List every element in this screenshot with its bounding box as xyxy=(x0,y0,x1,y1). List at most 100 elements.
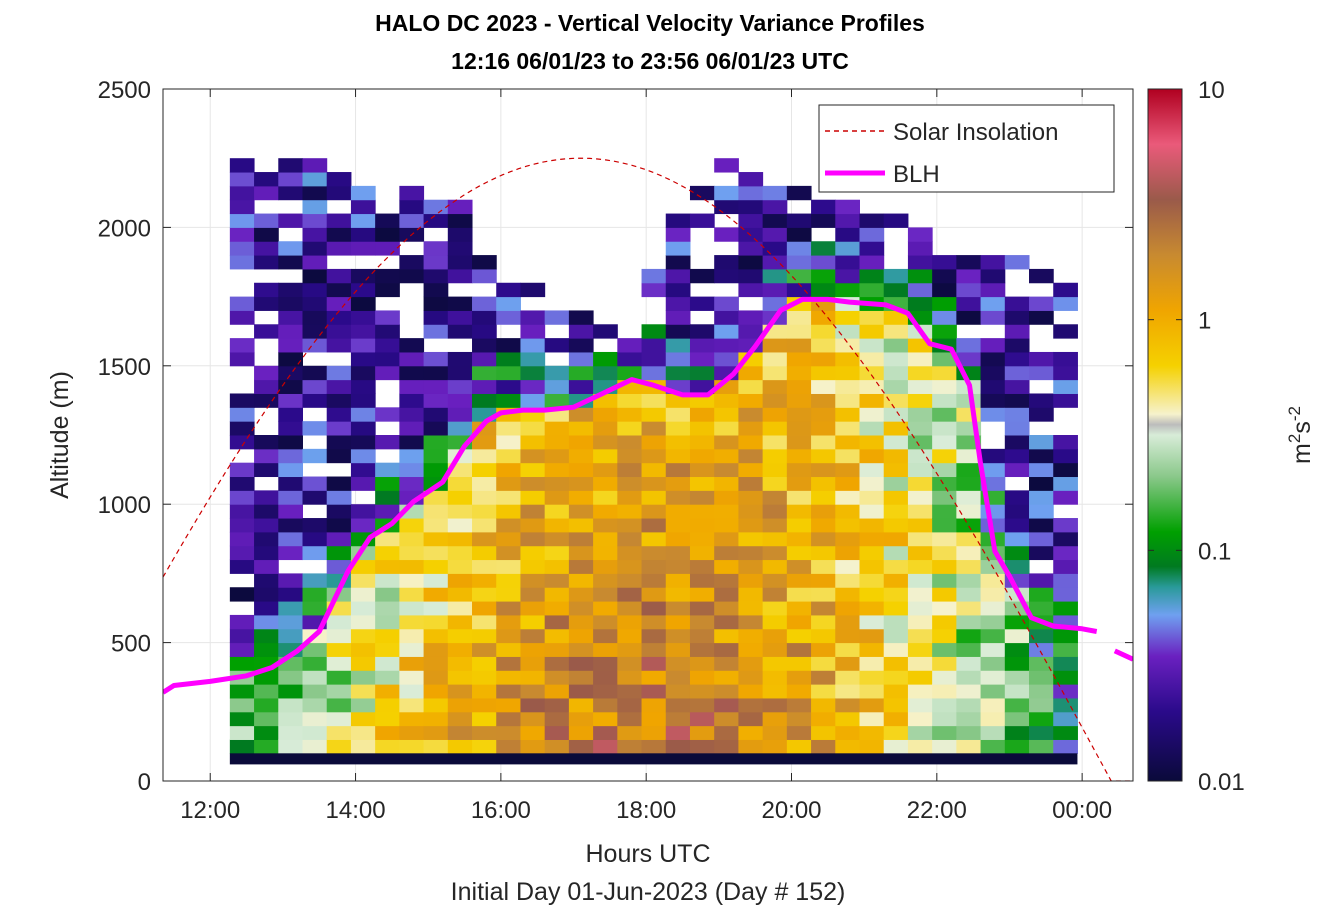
heatmap-cell xyxy=(472,628,497,644)
heatmap-cell xyxy=(617,642,643,657)
heatmap-cell xyxy=(641,697,667,713)
heatmap-cell xyxy=(835,697,860,713)
heatmap-cell xyxy=(714,711,739,727)
heatmap-cell xyxy=(472,365,497,381)
heatmap-cell xyxy=(544,628,570,644)
heatmap-cell xyxy=(472,573,497,588)
heatmap-cell xyxy=(859,379,885,394)
heatmap-cell xyxy=(278,545,303,561)
heatmap-cell xyxy=(472,504,497,519)
colorbar-frame xyxy=(1147,88,1183,782)
heatmap-cell xyxy=(665,531,691,547)
heatmap-cell xyxy=(496,711,521,727)
heatmap-cell xyxy=(738,697,764,713)
heatmap-cell xyxy=(544,739,570,754)
heatmap-cell xyxy=(859,614,885,630)
heatmap-cell xyxy=(1053,351,1078,367)
heatmap-cell xyxy=(326,241,352,256)
heatmap-cell xyxy=(617,421,643,436)
heatmap-cell xyxy=(811,670,836,685)
heatmap-cell xyxy=(714,199,739,215)
heatmap-cell xyxy=(811,476,836,491)
heatmap-cell xyxy=(738,213,764,228)
heatmap-cell xyxy=(375,268,400,284)
heatmap-cell xyxy=(641,711,667,727)
x-tick-label: 16:00 xyxy=(471,797,531,824)
heatmap-cell xyxy=(326,518,352,533)
heatmap-cell xyxy=(593,684,618,699)
heatmap-cell xyxy=(593,656,618,671)
y-tick-label: 1000 xyxy=(98,492,151,519)
heatmap-cell xyxy=(326,379,352,394)
heatmap-cell xyxy=(350,462,376,478)
heatmap-cell xyxy=(932,476,957,491)
heatmap-cell xyxy=(375,614,400,630)
heatmap-cell xyxy=(399,268,425,284)
heatmap-cell xyxy=(593,711,618,727)
heatmap-cell xyxy=(786,351,812,367)
heatmap-cell xyxy=(883,601,909,616)
heatmap-cell xyxy=(399,711,425,727)
heatmap-cell xyxy=(302,213,328,228)
heatmap-cell xyxy=(593,448,618,464)
heatmap-cell xyxy=(302,185,328,201)
heatmap-cell xyxy=(641,421,667,436)
heatmap-cell xyxy=(593,697,618,713)
heatmap-cell xyxy=(932,531,957,547)
heatmap-cell xyxy=(738,670,764,685)
heatmap-cell xyxy=(859,421,885,436)
heatmap-cell xyxy=(883,739,909,754)
heatmap-cell xyxy=(229,241,255,256)
heatmap-cell xyxy=(665,559,691,574)
heatmap-cell xyxy=(762,379,788,394)
heatmap-cell xyxy=(423,684,449,699)
heatmap-cell xyxy=(907,573,933,588)
heatmap-cell xyxy=(302,490,328,505)
heatmap-cell xyxy=(811,255,836,270)
heatmap-cell xyxy=(447,351,473,367)
heatmap-cell xyxy=(568,407,594,422)
heatmap-cell xyxy=(326,338,352,353)
heatmap-cell xyxy=(326,185,352,201)
heatmap-cell xyxy=(302,255,328,270)
heatmap-cell xyxy=(1004,670,1030,685)
heatmap-cell xyxy=(399,351,425,367)
heatmap-cell xyxy=(399,545,425,561)
heatmap-cell xyxy=(520,379,546,394)
heatmap-cell xyxy=(907,462,933,478)
heatmap-cell xyxy=(568,628,594,644)
heatmap-cell xyxy=(593,324,618,339)
heatmap-cell xyxy=(762,227,788,242)
heatmap-cell xyxy=(447,241,473,256)
heatmap-cell xyxy=(520,462,546,478)
heatmap-cell xyxy=(423,601,449,616)
heatmap-cell xyxy=(544,725,570,740)
heatmap-cell xyxy=(278,448,303,464)
heatmap-cell xyxy=(278,670,303,685)
heatmap-cell xyxy=(907,697,933,713)
heatmap-cell xyxy=(472,711,497,727)
heatmap-cell xyxy=(665,670,691,685)
heatmap-cell xyxy=(544,448,570,464)
heatmap-cell xyxy=(907,407,933,422)
heatmap-cell xyxy=(229,711,255,727)
heatmap-cell xyxy=(544,642,570,657)
heatmap-cell xyxy=(689,656,715,671)
heatmap-cell xyxy=(665,642,691,657)
heatmap-cell xyxy=(229,739,255,754)
heatmap-cell xyxy=(496,462,521,478)
heatmap-cell xyxy=(423,504,449,519)
heatmap-cell xyxy=(520,531,546,547)
heatmap-cell xyxy=(496,282,521,298)
heatmap-cell xyxy=(859,518,885,533)
heatmap-cell xyxy=(786,448,812,464)
heatmap-cell xyxy=(641,462,667,478)
heatmap-cell xyxy=(399,199,425,215)
heatmap-cell xyxy=(302,476,328,491)
heatmap-cell xyxy=(665,227,691,242)
heatmap-cell xyxy=(520,656,546,671)
heatmap-cell xyxy=(350,241,376,256)
heatmap-cell xyxy=(811,697,836,713)
heatmap-cell xyxy=(447,684,473,699)
heatmap-cell xyxy=(423,490,449,505)
